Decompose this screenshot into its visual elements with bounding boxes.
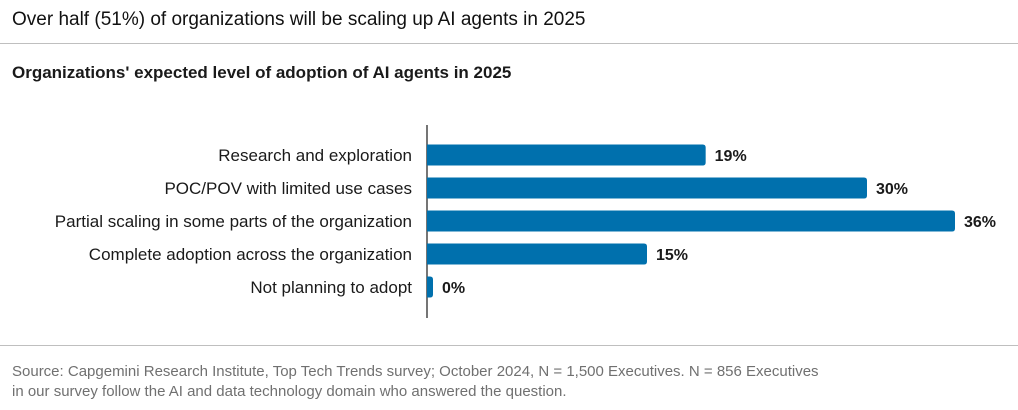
category-label-1: POC/POV with limited use cases: [164, 179, 412, 198]
value-label-0: 19%: [715, 148, 747, 165]
bar-0: [427, 144, 706, 166]
chart-title: Organizations' expected level of adoptio…: [12, 63, 512, 82]
top-divider: [0, 43, 1018, 44]
bar-3: [427, 243, 647, 265]
source-line-2: in our survey follow the AI and data tec…: [12, 383, 567, 400]
source-line-1: Source: Capgemini Research Institute, To…: [12, 363, 819, 380]
bar-2: [427, 210, 955, 232]
category-label-3: Complete adoption across the organizatio…: [89, 245, 412, 264]
source-note: Source: Capgemini Research Institute, To…: [12, 362, 819, 402]
value-label-4: 0%: [442, 280, 465, 297]
category-label-4: Not planning to adopt: [250, 278, 412, 297]
value-label-1: 30%: [876, 181, 908, 198]
bar-4: [427, 276, 433, 298]
category-label-0: Research and exploration: [218, 146, 412, 165]
value-label-3: 15%: [656, 247, 688, 264]
category-label-2: Partial scaling in some parts of the org…: [55, 212, 412, 231]
bar-1: [427, 177, 867, 199]
headline: Over half (51%) of organizations will be…: [12, 9, 586, 30]
bottom-divider: [0, 345, 1018, 346]
bar-chart: Research and exploration 19% POC/POV with …: [55, 125, 996, 318]
value-label-2: 36%: [964, 214, 996, 231]
